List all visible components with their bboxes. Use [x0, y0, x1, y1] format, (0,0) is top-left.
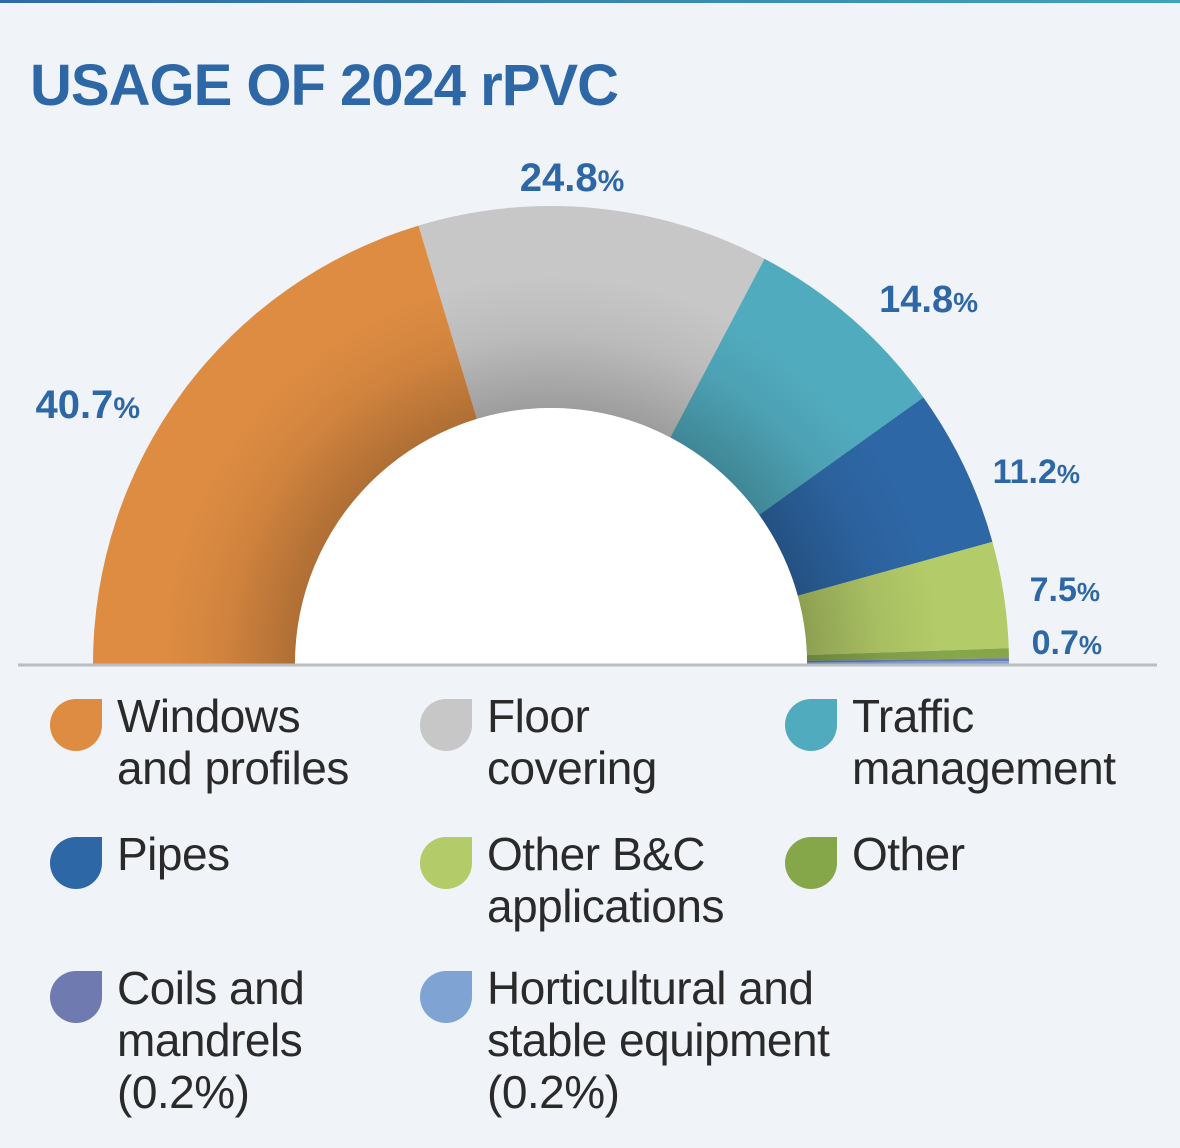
- leaf-drop-icon: [420, 971, 472, 1023]
- legend-item-traffic: Traffic management: [785, 690, 1116, 794]
- chart-legend: Windows and profiles Floor covering Traf…: [0, 690, 1180, 1140]
- leaf-drop-icon: [50, 971, 102, 1023]
- value-label: 7.5%: [1030, 571, 1100, 609]
- value-label: 24.8%: [520, 156, 625, 200]
- legend-label: Floor covering: [487, 690, 657, 794]
- legend-item-other: Other: [785, 828, 965, 889]
- legend-item-horticultural: Horticultural and stable equipment (0.2%…: [420, 962, 830, 1118]
- leaf-drop-icon: [420, 837, 472, 889]
- value-label: 14.8%: [879, 279, 978, 321]
- half-donut-chart: 40.7% 24.8% 14.8% 11.2% 7.5% 0.7%: [18, 156, 1157, 667]
- legend-item-pipes: Pipes: [50, 828, 230, 889]
- chart-title: USAGE OF 2024 rPVC: [30, 53, 619, 118]
- legend-label: Coils and mandrels (0.2%): [117, 962, 305, 1118]
- leaf-drop-icon: [50, 837, 102, 889]
- legend-label: Traffic management: [852, 690, 1116, 794]
- chart-slices: [93, 206, 1009, 664]
- legend-label: Other: [852, 828, 965, 880]
- top-accent-rule: [0, 0, 1180, 3]
- legend-item-windows: Windows and profiles: [50, 690, 349, 794]
- value-label: 40.7%: [35, 383, 140, 427]
- legend-label: Pipes: [117, 828, 230, 880]
- leaf-drop-icon: [50, 699, 102, 751]
- donut-depth-shading: [93, 206, 1009, 664]
- legend-item-floor: Floor covering: [420, 690, 657, 794]
- leaf-drop-icon: [785, 837, 837, 889]
- value-label: 0.7%: [1032, 624, 1102, 662]
- legend-label: Other B&C applications: [487, 828, 724, 932]
- legend-label: Windows and profiles: [117, 690, 349, 794]
- value-label: 11.2%: [993, 453, 1080, 491]
- legend-item-coils: Coils and mandrels (0.2%): [50, 962, 305, 1118]
- legend-item-other-bc: Other B&C applications: [420, 828, 724, 932]
- leaf-drop-icon: [420, 699, 472, 751]
- legend-label: Horticultural and stable equipment (0.2%…: [487, 962, 830, 1118]
- leaf-drop-icon: [785, 699, 837, 751]
- donut-hole: [295, 408, 807, 664]
- chart-value-labels: 40.7% 24.8% 14.8% 11.2% 7.5% 0.7%: [35, 156, 1102, 662]
